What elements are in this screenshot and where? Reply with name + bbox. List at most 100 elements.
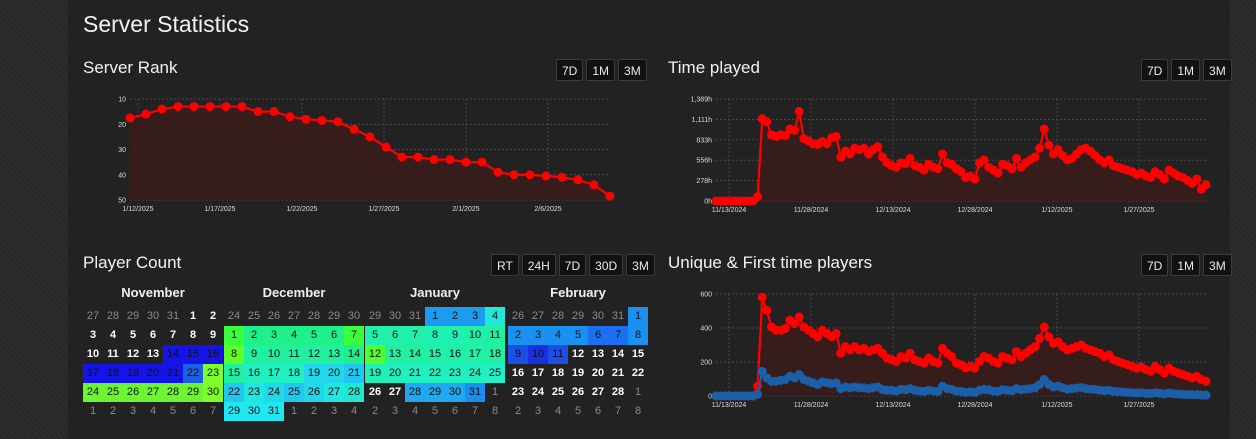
calendar-day: 31 — [465, 383, 485, 402]
calendar-day: 5 — [365, 326, 385, 345]
data-point — [813, 332, 823, 342]
data-point — [557, 172, 567, 182]
data-point — [831, 131, 841, 141]
calendar-day: 21 — [611, 367, 625, 379]
calendar-day: 29 — [126, 310, 140, 322]
calendar-day: 30 — [445, 383, 465, 402]
series-area — [130, 106, 610, 200]
y-tick-label: 600 — [700, 292, 712, 299]
range-button-3m[interactable]: 3M — [1203, 254, 1232, 276]
range-button-7d[interactable]: 7D — [556, 59, 584, 81]
calendar-day: 10 — [465, 326, 485, 345]
calendar-day: 31 — [611, 310, 625, 322]
calendar-day: 4 — [109, 329, 117, 341]
x-tick-label: 12/13/2024 — [875, 402, 910, 409]
x-tick-label: 11/28/2024 — [794, 402, 829, 409]
calendar-day: 13 — [385, 345, 405, 364]
calendar-day: 25 — [103, 383, 123, 402]
calendar-day: 2 — [508, 326, 528, 345]
data-point — [762, 117, 772, 127]
calendar-day: 30 — [146, 310, 160, 322]
x-tick-label: 1/12/2025 — [1041, 207, 1072, 214]
data-point — [1044, 140, 1054, 150]
range-button-30d[interactable]: 30D — [589, 254, 624, 276]
calendar-day: 26 — [511, 310, 525, 322]
calendar-day: 26 — [571, 386, 585, 398]
data-point — [970, 363, 980, 373]
time-played-range-buttons: 7D 1M 3M — [1141, 59, 1232, 81]
calendar-day: 27 — [531, 310, 545, 322]
calendar-day: 7 — [209, 405, 217, 417]
calendar-day: 15 — [183, 345, 203, 364]
range-button-3m[interactable]: 3M — [618, 59, 647, 81]
calendar-day: 7 — [608, 326, 628, 345]
data-point — [301, 114, 311, 124]
calendar-day: 20 — [385, 364, 405, 383]
calendar-day: 27 — [143, 383, 163, 402]
player-count-heading: Player Count — [83, 253, 182, 272]
calendar-day: 16 — [445, 345, 465, 364]
calendar-day: 2 — [514, 405, 522, 417]
y-tick-label: 1,111h — [692, 117, 712, 124]
x-tick-label: 1/27/2025 — [368, 206, 399, 213]
range-button-3m[interactable]: 3M — [626, 254, 655, 276]
data-point — [757, 292, 767, 302]
calendar-day: 14 — [405, 345, 425, 364]
range-button-1m[interactable]: 1M — [1171, 254, 1201, 276]
calendar-day: 5 — [431, 405, 439, 417]
calendar-day: 27 — [324, 383, 344, 402]
range-button-1m[interactable]: 1M — [586, 59, 616, 81]
calendar-day: 28 — [344, 383, 364, 402]
calendar-month-title: January — [410, 285, 460, 300]
range-button-1m[interactable]: 1M — [1171, 59, 1201, 81]
data-point — [253, 107, 263, 117]
range-button-rt[interactable]: RT — [491, 254, 519, 276]
data-point — [1044, 332, 1054, 342]
calendar-day: 28 — [106, 310, 120, 322]
range-button-24h[interactable]: 24H — [521, 254, 556, 276]
y-tick-label: 40 — [118, 172, 126, 179]
calendar-day: 18 — [284, 364, 304, 383]
calendar-day: 18 — [485, 345, 505, 364]
calendar-day: 24 — [264, 383, 284, 402]
calendar-day: 27 — [591, 386, 605, 398]
range-button-3m[interactable]: 3M — [1203, 59, 1232, 81]
calendar-day: 14 — [344, 345, 364, 364]
range-button-7d[interactable]: 7D — [558, 254, 587, 276]
data-point — [413, 152, 423, 162]
calendar-day: 8 — [189, 329, 197, 341]
calendar-day: 28 — [163, 383, 183, 402]
calendar-month-title: February — [550, 285, 606, 300]
calendar-day: 7 — [405, 326, 425, 345]
x-tick-label: 1/12/2025 — [122, 206, 153, 213]
calendar-day: 16 — [244, 364, 264, 383]
calendar-day: 19 — [571, 367, 585, 379]
x-tick-label: 12/28/2024 — [957, 207, 992, 214]
calendar-day: 9 — [244, 345, 264, 364]
data-point — [905, 153, 915, 163]
data-point — [1039, 322, 1049, 332]
data-point — [757, 366, 767, 376]
data-point — [1201, 376, 1211, 386]
range-button-7d[interactable]: 7D — [1141, 254, 1169, 276]
data-point — [873, 142, 883, 152]
calendar-day: 2 — [244, 326, 264, 345]
calendar-day: 2 — [371, 405, 379, 417]
calendar-day: 17 — [531, 367, 545, 379]
player-count-range-buttons: RT 24H 7D 30D 3M — [491, 254, 655, 276]
calendar-day: 22 — [224, 383, 244, 402]
range-button-7d[interactable]: 7D — [1141, 59, 1169, 81]
calendar-day: 1 — [290, 405, 298, 417]
data-point — [1030, 152, 1040, 162]
calendar-day: 17 — [465, 345, 485, 364]
calendar-day: 6 — [189, 405, 197, 417]
calendar-day: 30 — [203, 383, 223, 402]
calendar-day: 8 — [224, 345, 244, 364]
data-point — [365, 132, 375, 142]
calendar-day: 10 — [264, 345, 284, 364]
y-tick-label: 50 — [118, 198, 126, 205]
y-tick-label: 20 — [118, 122, 126, 129]
data-point — [1035, 143, 1045, 153]
data-point — [477, 157, 487, 167]
data-point — [493, 167, 503, 177]
